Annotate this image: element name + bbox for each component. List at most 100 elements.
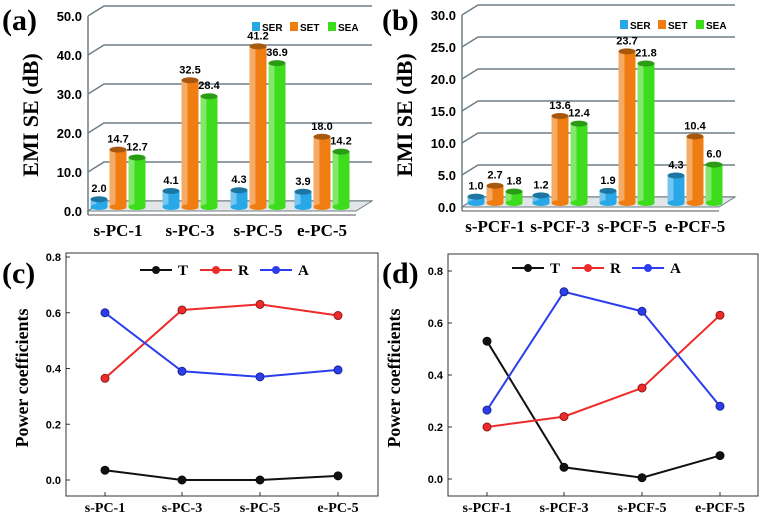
bar-set [313,133,331,210]
data-point-r [637,383,647,393]
y-tick-label: 15.0 [431,104,456,119]
y-tick-label: 0.0 [438,200,456,215]
x-tick-label: s-PCF-1 [463,501,512,516]
data-point-r [482,422,492,432]
bar-base [249,204,267,210]
bar-base [128,204,146,210]
data-point-a [559,287,569,297]
bar-body [505,191,523,203]
bar-body [532,195,550,203]
bar-top [268,60,286,67]
panel-label: (c) [2,257,35,290]
data-point-t [255,475,265,485]
bar-base [705,200,723,206]
y-tick-label: 30.0 [431,8,456,23]
data-point-t [333,471,343,481]
gridline [87,5,372,17]
legend-label: R [610,261,621,277]
data-point-r [100,373,110,383]
bar-set [486,182,504,206]
bar-highlight [109,149,116,207]
legend-swatch [328,22,336,31]
y-tick-label: 0.2 [428,422,443,434]
bar-top [637,60,655,67]
data-label: 13.6 [549,100,570,112]
bar-top [181,77,199,84]
bar-base [294,204,312,210]
legend-label: A [298,263,309,279]
y-tick-label: 0.8 [46,252,61,264]
legend-label: T [550,261,560,277]
series-line-a [486,290,721,411]
bar-ser [230,187,248,210]
bar-top [686,133,704,140]
y-tick-label: 0.6 [46,308,61,320]
bar-highlight [181,80,188,207]
data-label: 4.3 [668,159,683,171]
bar-sea [705,161,723,206]
bar-highlight [249,46,256,207]
panel-d: (d) Power coefficients 0.0 0.2 0.4 0.6 0.8 s-PC… [382,253,759,516]
bar-ser [532,192,550,206]
gridline [461,68,735,80]
series-line-t [486,340,721,479]
data-label: 4.1 [163,175,178,187]
y-tick-label: 50.0 [57,9,82,24]
y-tick-label: 0.6 [428,318,443,330]
plot-frame [447,253,759,497]
x-tick-label: s-PCF-1 [465,217,524,236]
bar-top [128,154,146,161]
data-label: 10.4 [684,120,706,132]
legend-marker [644,264,652,272]
bar-highlight [486,185,493,203]
data-label: 12.7 [126,141,147,153]
bar-highlight [294,191,301,207]
bar-base [181,204,199,210]
bar-ser [90,196,108,210]
bar-set [551,112,569,206]
y-tick-label: 25.0 [431,40,456,55]
y-tick-label: 0.8 [428,266,443,278]
data-point-a [100,308,110,318]
bar-top [618,48,636,55]
bar-top [486,182,504,189]
bar-highlight [551,115,558,203]
x-tick-label: s-PC-3 [165,221,214,240]
data-point-a [715,401,725,411]
panel-label: (d) [382,257,419,290]
y-axis-label: Power coefficients [384,308,404,447]
bar-base [230,204,248,210]
bar-base [551,200,569,206]
bar-ser [667,172,685,206]
bar-highlight [230,190,237,207]
x-tick-label: s-PCF-5 [597,217,656,236]
legend-label: T [178,263,188,279]
data-label: 1.8 [506,175,521,187]
bar-highlight [128,157,135,207]
panel-c: (c) Power coefficients 0.0 0.2 0.4 0.6 0.8 s-PC… [2,252,379,516]
bar-top [705,161,723,168]
bar-highlight [618,51,625,203]
x-tick-label: s-PC-3 [162,501,202,516]
bar-set [249,43,267,210]
bar-top [467,193,485,200]
x-tick-label: s-PCF-3 [530,217,589,236]
plot-frame [65,252,379,497]
legend-marker [212,266,220,274]
bar-body [467,196,485,203]
legend-label: SEA [706,21,727,32]
bar-top [551,112,569,119]
y-axis-label: EMI SE (dB) [18,53,43,176]
bar-sea [200,93,218,210]
bar-highlight [667,175,674,203]
bar-base [532,200,550,206]
bar-base [637,200,655,206]
data-point-r [255,299,265,309]
panel-b: (b) EMI SE (dB) 0.0 5.0 10.0 15.0 20.0 25.0 30.0… [382,4,737,236]
bar-ser [294,188,312,210]
legend-marker [152,266,160,274]
bar-sea [570,120,588,206]
x-tick-label: e-PCF-5 [695,501,745,516]
gridline [461,100,735,112]
